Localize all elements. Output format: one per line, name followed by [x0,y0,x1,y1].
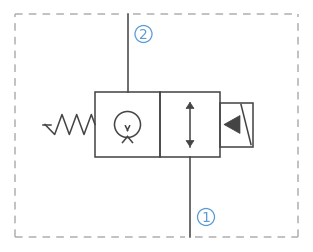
Bar [220,103,253,147]
Text: 1: 1 [202,210,210,224]
Text: 2: 2 [139,28,148,42]
Polygon shape [186,141,194,147]
Polygon shape [224,116,240,134]
Polygon shape [186,103,194,109]
Bar [95,93,160,158]
Bar [160,93,220,158]
